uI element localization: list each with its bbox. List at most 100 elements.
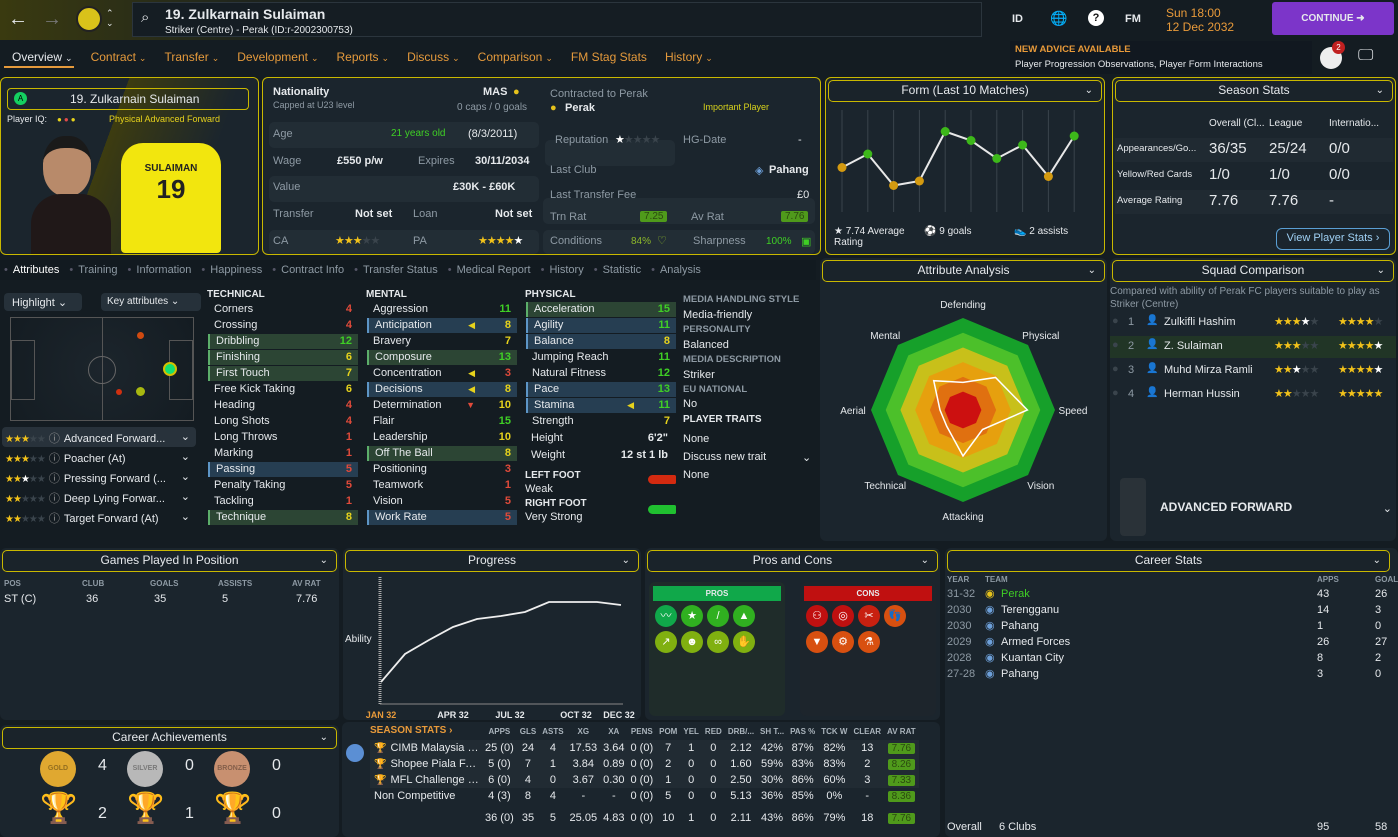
id-button[interactable]: ID: [1012, 13, 1023, 25]
attribute-row[interactable]: Tackling 1: [208, 494, 358, 509]
career-team-link[interactable]: Pahang: [1001, 668, 1039, 680]
attribute-row[interactable]: Balance 8: [526, 334, 676, 349]
season-table-header[interactable]: AV RAT: [887, 727, 916, 736]
role-row[interactable]: ★★★★★ ⓘ Pressing Forward (... ⌄: [2, 467, 196, 487]
career-team-link[interactable]: Perak: [1001, 588, 1030, 600]
season-table-header[interactable]: PENS: [630, 727, 653, 736]
attribute-row[interactable]: Off The Ball 8: [367, 446, 517, 461]
season-table-header[interactable]: CLEAR: [853, 727, 882, 736]
attribute-row[interactable]: Composure 13: [367, 350, 517, 365]
season-table-header[interactable]: APPS: [488, 727, 511, 736]
screen-icon[interactable]: 🖵: [1358, 47, 1374, 64]
squad-row[interactable]: ● 3 👤 Muhd Mirza Ramli ★★★★★ ★★★★★: [1110, 360, 1396, 382]
nav-tab-comparison[interactable]: Comparison ⌄: [478, 50, 553, 64]
subtab-analysis[interactable]: Analysis: [651, 264, 701, 276]
nav-tab-discuss[interactable]: Discuss ⌄: [407, 50, 460, 64]
squad-row[interactable]: ● 1 👤 Zulkifli Hashim ★★★★★ ★★★★★: [1110, 312, 1396, 334]
switch-player-icon[interactable]: ⌃ ⌄: [106, 8, 114, 28]
subtab-medical-report[interactable]: Medical Report: [448, 264, 531, 276]
attribute-row[interactable]: Positioning 3: [367, 462, 517, 477]
fm-button[interactable]: FM: [1125, 13, 1141, 25]
attribute-row[interactable]: Concentration ◀ 3: [367, 366, 517, 381]
help-icon[interactable]: ?: [1088, 10, 1104, 26]
competition-cell[interactable]: Non Competitive: [370, 788, 482, 804]
subtab-attributes[interactable]: Attributes: [4, 264, 59, 276]
globe-icon[interactable]: 🌐: [1050, 10, 1068, 26]
advisors-icon[interactable]: 2: [1320, 41, 1345, 69]
subtab-training[interactable]: Training: [69, 264, 117, 276]
attribute-row[interactable]: Leadership 10: [367, 430, 517, 445]
gpp-col-header[interactable]: CLUB: [82, 579, 105, 588]
competition-name[interactable]: Shopee Piala FA Mal...: [390, 758, 482, 770]
attribute-row[interactable]: Strength 7: [526, 414, 676, 429]
nav-tab-overview[interactable]: Overview ⌄: [12, 50, 73, 64]
attribute-row[interactable]: Vision 5: [367, 494, 517, 509]
career-team-link[interactable]: Armed Forces: [1001, 636, 1071, 648]
attribute-row[interactable]: Acceleration 15: [526, 302, 676, 317]
search-bar[interactable]: ⌕ 19. Zulkarnain Sulaiman Striker (Centr…: [132, 2, 982, 37]
games-played-header[interactable]: Games Played In Position ⌄: [2, 550, 337, 572]
nav-tab-contract[interactable]: Contract ⌄: [91, 50, 147, 64]
role-row[interactable]: ★★★★★ ⓘ Advanced Forward... ⌄: [2, 427, 196, 447]
nav-tab-development[interactable]: Development ⌄: [237, 50, 318, 64]
season-table-header[interactable]: XA: [608, 727, 620, 736]
career-team-link[interactable]: Pahang: [1001, 620, 1039, 632]
attribute-row[interactable]: Long Shots 4: [208, 414, 358, 429]
season-stats-header[interactable]: Season Stats ⌄: [1115, 80, 1393, 102]
subtab-history[interactable]: History: [541, 264, 583, 276]
season-table-header[interactable]: ASTS: [542, 727, 564, 736]
attribute-row[interactable]: Long Throws 1: [208, 430, 358, 445]
attribute-row[interactable]: Agility 11: [526, 318, 676, 333]
competition-cell[interactable]: 🏆CIMB Malaysia Sup...: [370, 740, 482, 756]
subtab-happiness[interactable]: Happiness: [201, 264, 262, 276]
key-attributes-dropdown[interactable]: Key attributes ⌄: [101, 293, 201, 311]
loan-value[interactable]: Not set: [495, 208, 533, 220]
back-icon[interactable]: ←: [8, 8, 28, 30]
season-table-header[interactable]: RED: [704, 727, 722, 736]
attribute-row[interactable]: Free Kick Taking 6: [208, 382, 358, 397]
season-table-header[interactable]: POM: [659, 727, 678, 736]
attribute-row[interactable]: Anticipation ◀ 8: [367, 318, 517, 333]
view-player-stats-button[interactable]: View Player Stats ›: [1276, 228, 1390, 250]
attribute-row[interactable]: Bravery 7: [367, 334, 517, 349]
season-table-header[interactable]: TCK W: [821, 727, 848, 736]
attribute-row[interactable]: Marking 1: [208, 446, 358, 461]
attribute-row[interactable]: Dribbling 12: [208, 334, 358, 349]
nav-tab-history[interactable]: History ⌄: [665, 50, 713, 64]
squad-row[interactable]: ● 4 👤 Herman Hussin ★★★★★ ★★★★★: [1110, 384, 1396, 406]
competition-name[interactable]: Non Competitive: [374, 790, 456, 802]
season-table-header[interactable]: PAS %: [790, 727, 816, 736]
attribute-row[interactable]: Determination ▼ 10: [367, 398, 517, 413]
season-table-header[interactable]: XG: [577, 727, 590, 736]
chevron-down-icon[interactable]: ⌄: [802, 452, 812, 464]
season-table-header[interactable]: DRB/...: [727, 727, 755, 736]
season-stats-link[interactable]: SEASON STATS ›: [370, 725, 453, 736]
club-name[interactable]: Perak: [565, 102, 595, 114]
nav-tab-transfer[interactable]: Transfer ⌄: [164, 50, 219, 64]
last-club-value[interactable]: Pahang: [769, 164, 809, 176]
attribute-row[interactable]: Teamwork 1: [367, 478, 517, 493]
career-team-link[interactable]: Kuantan City: [1001, 652, 1064, 664]
attribute-row[interactable]: Finishing 6: [208, 350, 358, 365]
attribute-row[interactable]: Heading 4: [208, 398, 358, 413]
gpp-col-header[interactable]: GOALS: [150, 579, 179, 588]
pros-cons-header[interactable]: Pros and Cons ⌄: [647, 550, 938, 572]
career-stats-header[interactable]: Career Stats ⌄: [947, 550, 1390, 572]
attribute-row[interactable]: Passing 5: [208, 462, 358, 477]
attribute-row[interactable]: Crossing 4: [208, 318, 358, 333]
attribute-row[interactable]: Pace 13: [526, 382, 676, 397]
chevron-down-icon[interactable]: ⌄: [1382, 503, 1392, 515]
attribute-row[interactable]: Aggression 11: [367, 302, 517, 317]
season-table-header[interactable]: YEL: [683, 727, 699, 736]
advice-banner[interactable]: NEW ADVICE AVAILABLE Player Progression …: [1010, 41, 1312, 74]
career-team-link[interactable]: Terengganu: [1001, 604, 1060, 616]
attribute-row[interactable]: Work Rate 5: [367, 510, 517, 525]
career-achievements-header[interactable]: Career Achievements ⌄: [2, 727, 337, 749]
attribute-row[interactable]: Technique 8: [208, 510, 358, 525]
role-row[interactable]: ★★★★★ ⓘ Poacher (At) ⌄: [2, 447, 196, 467]
club-crest-icon[interactable]: [76, 6, 102, 32]
forward-icon[interactable]: →: [42, 8, 62, 30]
nav-tab-fm-stag-stats[interactable]: FM Stag Stats: [571, 50, 647, 64]
form-header[interactable]: Form (Last 10 Matches) ⌄: [828, 80, 1102, 102]
gpp-col-header[interactable]: AV RAT: [292, 579, 321, 588]
